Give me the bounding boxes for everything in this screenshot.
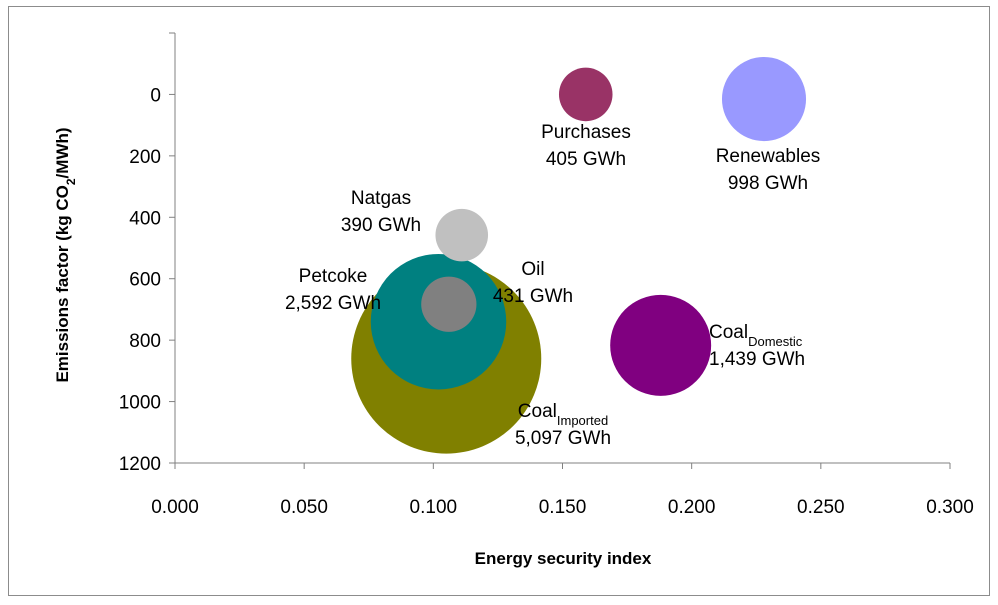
y-tick-label: 1000 [119, 393, 161, 414]
x-tick-label: 0.200 [668, 497, 716, 518]
x-tick-label: 0.150 [539, 497, 587, 518]
y-tick-label: 400 [129, 208, 161, 229]
bubble-label-petcoke: Petcoke 2,592 GWh [285, 266, 381, 314]
bubble-label-oil: Oil 431 GWh [493, 259, 573, 307]
bubble-renewables [721, 56, 807, 142]
bubble-oil [421, 276, 477, 332]
bubble-label-renewables: Renewables 998 GWh [716, 146, 821, 194]
x-tick-label: 0.000 [151, 497, 199, 518]
bubble-label-coal-domestic: CoalDomestic 1,439 GWh [709, 322, 805, 370]
y-tick-label: 1200 [119, 454, 161, 475]
bubble-label-purchases: Purchases 405 GWh [541, 122, 631, 170]
y-tick-label: 600 [129, 270, 161, 291]
y-tick-label: 200 [129, 147, 161, 168]
x-axis-title: Energy security index [475, 549, 652, 568]
x-tick-label: 0.100 [410, 497, 458, 518]
y-axis-title: Emissions factor (kg CO2/MWh) [53, 127, 78, 382]
bubble-natgas [435, 208, 489, 262]
bubble-purchases [558, 67, 613, 122]
bubble-label-natgas: Natgas 390 GWh [341, 188, 421, 236]
y-tick-label: 0 [150, 85, 161, 106]
bubble-label-coal-imported: CoalImported 5,097 GWh [515, 401, 611, 449]
x-tick-label: 0.050 [280, 497, 328, 518]
bubble-coal-domestic [610, 294, 712, 396]
y-tick-label: 800 [129, 331, 161, 352]
x-tick-label: 0.250 [797, 497, 845, 518]
x-tick-label: 0.300 [926, 497, 974, 518]
